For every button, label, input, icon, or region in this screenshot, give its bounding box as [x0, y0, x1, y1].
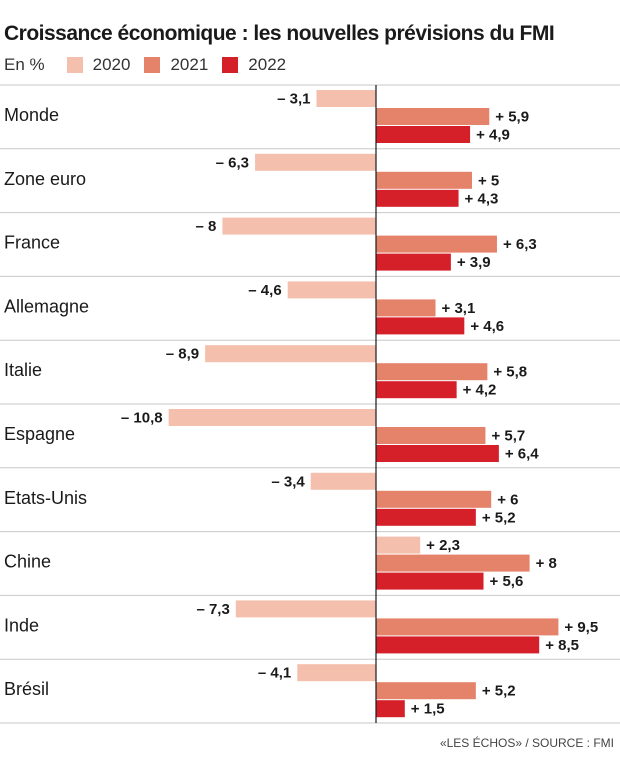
value-label-chine-2020: + 2,3	[426, 537, 460, 554]
value-label-monde-2022: + 4,9	[476, 127, 510, 144]
value-label-france-2021: + 6,3	[503, 236, 537, 253]
source-note: «LES ÉCHOS» / SOURCE : FMI	[439, 736, 614, 750]
bar-espagne-2022	[376, 445, 499, 462]
bar-france-2021	[376, 235, 497, 253]
bar-monde-2021	[376, 108, 490, 125]
bar-bresil-2021	[376, 682, 476, 700]
bar-inde-2022	[376, 636, 540, 654]
bar-etats-unis-2021	[376, 490, 492, 508]
bar-zone-euro-2021	[376, 171, 472, 189]
category-label-inde: Inde	[4, 615, 39, 635]
value-label-monde-2021: + 5,9	[495, 109, 529, 126]
chart-title: Croissance économique : les nouvelles pr…	[4, 22, 555, 45]
bar-zone-euro-2022	[376, 189, 459, 207]
value-label-zone-euro-2021: + 5	[478, 172, 499, 189]
value-label-inde-2020: – 7,3	[196, 601, 229, 618]
bar-allemagne-2021	[376, 299, 436, 317]
value-label-italie-2021: + 5,8	[493, 364, 527, 381]
bar-allemagne-2022	[376, 317, 465, 335]
category-label-zone-euro: Zone euro	[4, 169, 86, 189]
category-label-espagne: Espagne	[4, 424, 75, 444]
bar-allemagne-2020	[287, 281, 376, 299]
bar-chine-2022	[376, 572, 484, 590]
bar-bresil-2022	[376, 700, 405, 718]
value-label-allemagne-2020: – 4,6	[248, 282, 281, 299]
value-label-espagne-2021: + 5,7	[491, 428, 525, 445]
legend: En % 2020 2021 2022	[4, 54, 300, 76]
legend-label-2020: 2020	[92, 55, 131, 74]
category-label-bresil: Brésil	[4, 679, 49, 699]
bar-italie-2021	[376, 363, 488, 381]
bar-etats-unis-2020	[310, 472, 376, 490]
bar-etats-unis-2022	[376, 508, 476, 526]
legend-item-2020: 2020	[66, 55, 131, 75]
unit-label: En %	[4, 55, 45, 74]
legend-label-2021: 2021	[170, 55, 209, 74]
bar-inde-2021	[376, 618, 559, 636]
bar-italie-2020	[205, 345, 376, 363]
value-label-bresil-2022: + 1,5	[411, 701, 445, 718]
bar-monde-2020	[316, 90, 376, 107]
value-label-bresil-2021: + 5,2	[482, 683, 516, 700]
value-label-zone-euro-2020: – 6,3	[216, 154, 249, 171]
legend-swatch-2022	[222, 57, 239, 73]
value-label-italie-2020: – 8,9	[166, 346, 199, 363]
bar-espagne-2021	[376, 427, 486, 444]
category-label-france: France	[4, 233, 60, 253]
value-label-allemagne-2021: + 3,1	[442, 300, 476, 317]
legend-swatch-2021	[144, 57, 161, 73]
category-label-italie: Italie	[4, 360, 42, 380]
value-label-inde-2021: + 9,5	[564, 619, 598, 636]
value-label-italie-2022: + 4,2	[463, 382, 497, 399]
bar-italie-2022	[376, 381, 457, 399]
value-label-espagne-2020: – 10,8	[121, 410, 163, 427]
value-label-bresil-2020: – 4,1	[258, 665, 291, 682]
category-label-allemagne: Allemagne	[4, 296, 89, 316]
bar-inde-2020	[235, 600, 376, 618]
bar-espagne-2020	[168, 409, 376, 426]
value-label-etats-unis-2020: – 3,4	[271, 473, 305, 490]
value-label-etats-unis-2022: + 5,2	[482, 509, 516, 526]
value-label-espagne-2022: + 6,4	[505, 446, 539, 463]
value-label-france-2022: + 3,9	[457, 254, 491, 271]
category-label-etats-unis: Etats-Unis	[4, 488, 87, 508]
legend-item-2021: 2021	[144, 55, 208, 75]
bar-chine-2021	[376, 554, 530, 572]
legend-item-2022: 2022	[222, 55, 286, 75]
value-label-france-2020: – 8	[196, 218, 217, 235]
value-label-chine-2022: + 5,6	[490, 573, 524, 590]
bar-chine-2020	[376, 536, 421, 554]
value-label-allemagne-2022: + 4,6	[470, 318, 504, 335]
bar-france-2020	[222, 217, 376, 235]
bar-france-2022	[376, 253, 451, 271]
value-label-monde-2020: – 3,1	[277, 91, 310, 108]
bar-zone-euro-2020	[255, 153, 376, 171]
bar-bresil-2020	[297, 664, 376, 682]
value-label-etats-unis-2021: + 6	[497, 491, 518, 508]
legend-swatch-2020	[66, 57, 83, 73]
category-label-monde: Monde	[4, 105, 59, 125]
legend-label-2022: 2022	[248, 55, 287, 74]
bar-monde-2022	[376, 126, 471, 143]
value-label-inde-2022: + 8,5	[545, 637, 579, 654]
value-label-chine-2021: + 8	[536, 555, 557, 572]
value-label-zone-euro-2022: + 4,3	[465, 190, 499, 207]
category-label-chine: Chine	[4, 552, 51, 572]
